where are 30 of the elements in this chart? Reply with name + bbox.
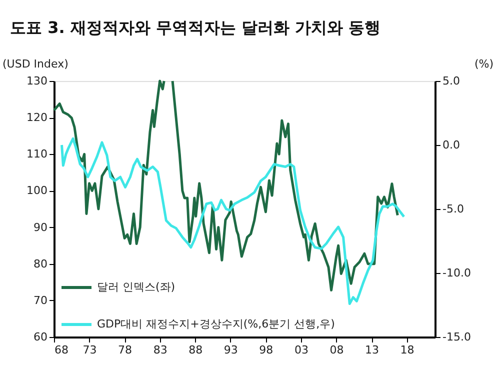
x-tick-label: 18 xyxy=(400,344,414,356)
x-tick-label: 13 xyxy=(365,344,379,356)
y-tick-label: 80 xyxy=(34,257,48,270)
y2-tick-label: 0.0 xyxy=(442,138,460,152)
line-series xyxy=(60,137,406,305)
x-tick-label: 03 xyxy=(294,344,308,356)
y-tick-label: 120 xyxy=(26,111,48,124)
y-tick-label: 130 xyxy=(26,74,48,88)
legend-label: 달러 인덱스(좌) xyxy=(97,280,176,294)
x-tick-label: 93 xyxy=(224,344,238,356)
y-tick-label: 70 xyxy=(34,294,48,307)
y2-tick-label: -10.0 xyxy=(442,266,471,280)
legend-label: GDP대비 재정수지+경상수지(%,6분기 선행,우) xyxy=(97,318,335,330)
chart-title: 도표 3. 재정적자와 무역적자는 달러화 가치와 동행 xyxy=(10,18,381,37)
x-tick-label: 08 xyxy=(330,344,344,356)
x-tick-label: 83 xyxy=(153,344,168,356)
x-tick-label: 88 xyxy=(188,344,203,356)
y-tick-label: 100 xyxy=(26,184,48,198)
y2-tick-label: -15.0 xyxy=(442,330,471,344)
y-axis-title: (USD Index) xyxy=(2,58,68,70)
x-tick-label: 98 xyxy=(259,344,274,356)
y2-tick-label: 5.0 xyxy=(442,74,460,88)
y-tick-label: 110 xyxy=(26,148,48,161)
x-tick-label: 68 xyxy=(54,344,68,356)
y2-axis-title: (%) xyxy=(474,58,494,70)
y-tick-label: 90 xyxy=(34,220,48,234)
y2-tick-label: -5.0 xyxy=(442,202,464,216)
x-tick-label: 78 xyxy=(118,344,132,356)
y-tick-label: 60 xyxy=(34,330,48,344)
x-tick-label: 73 xyxy=(82,344,97,356)
